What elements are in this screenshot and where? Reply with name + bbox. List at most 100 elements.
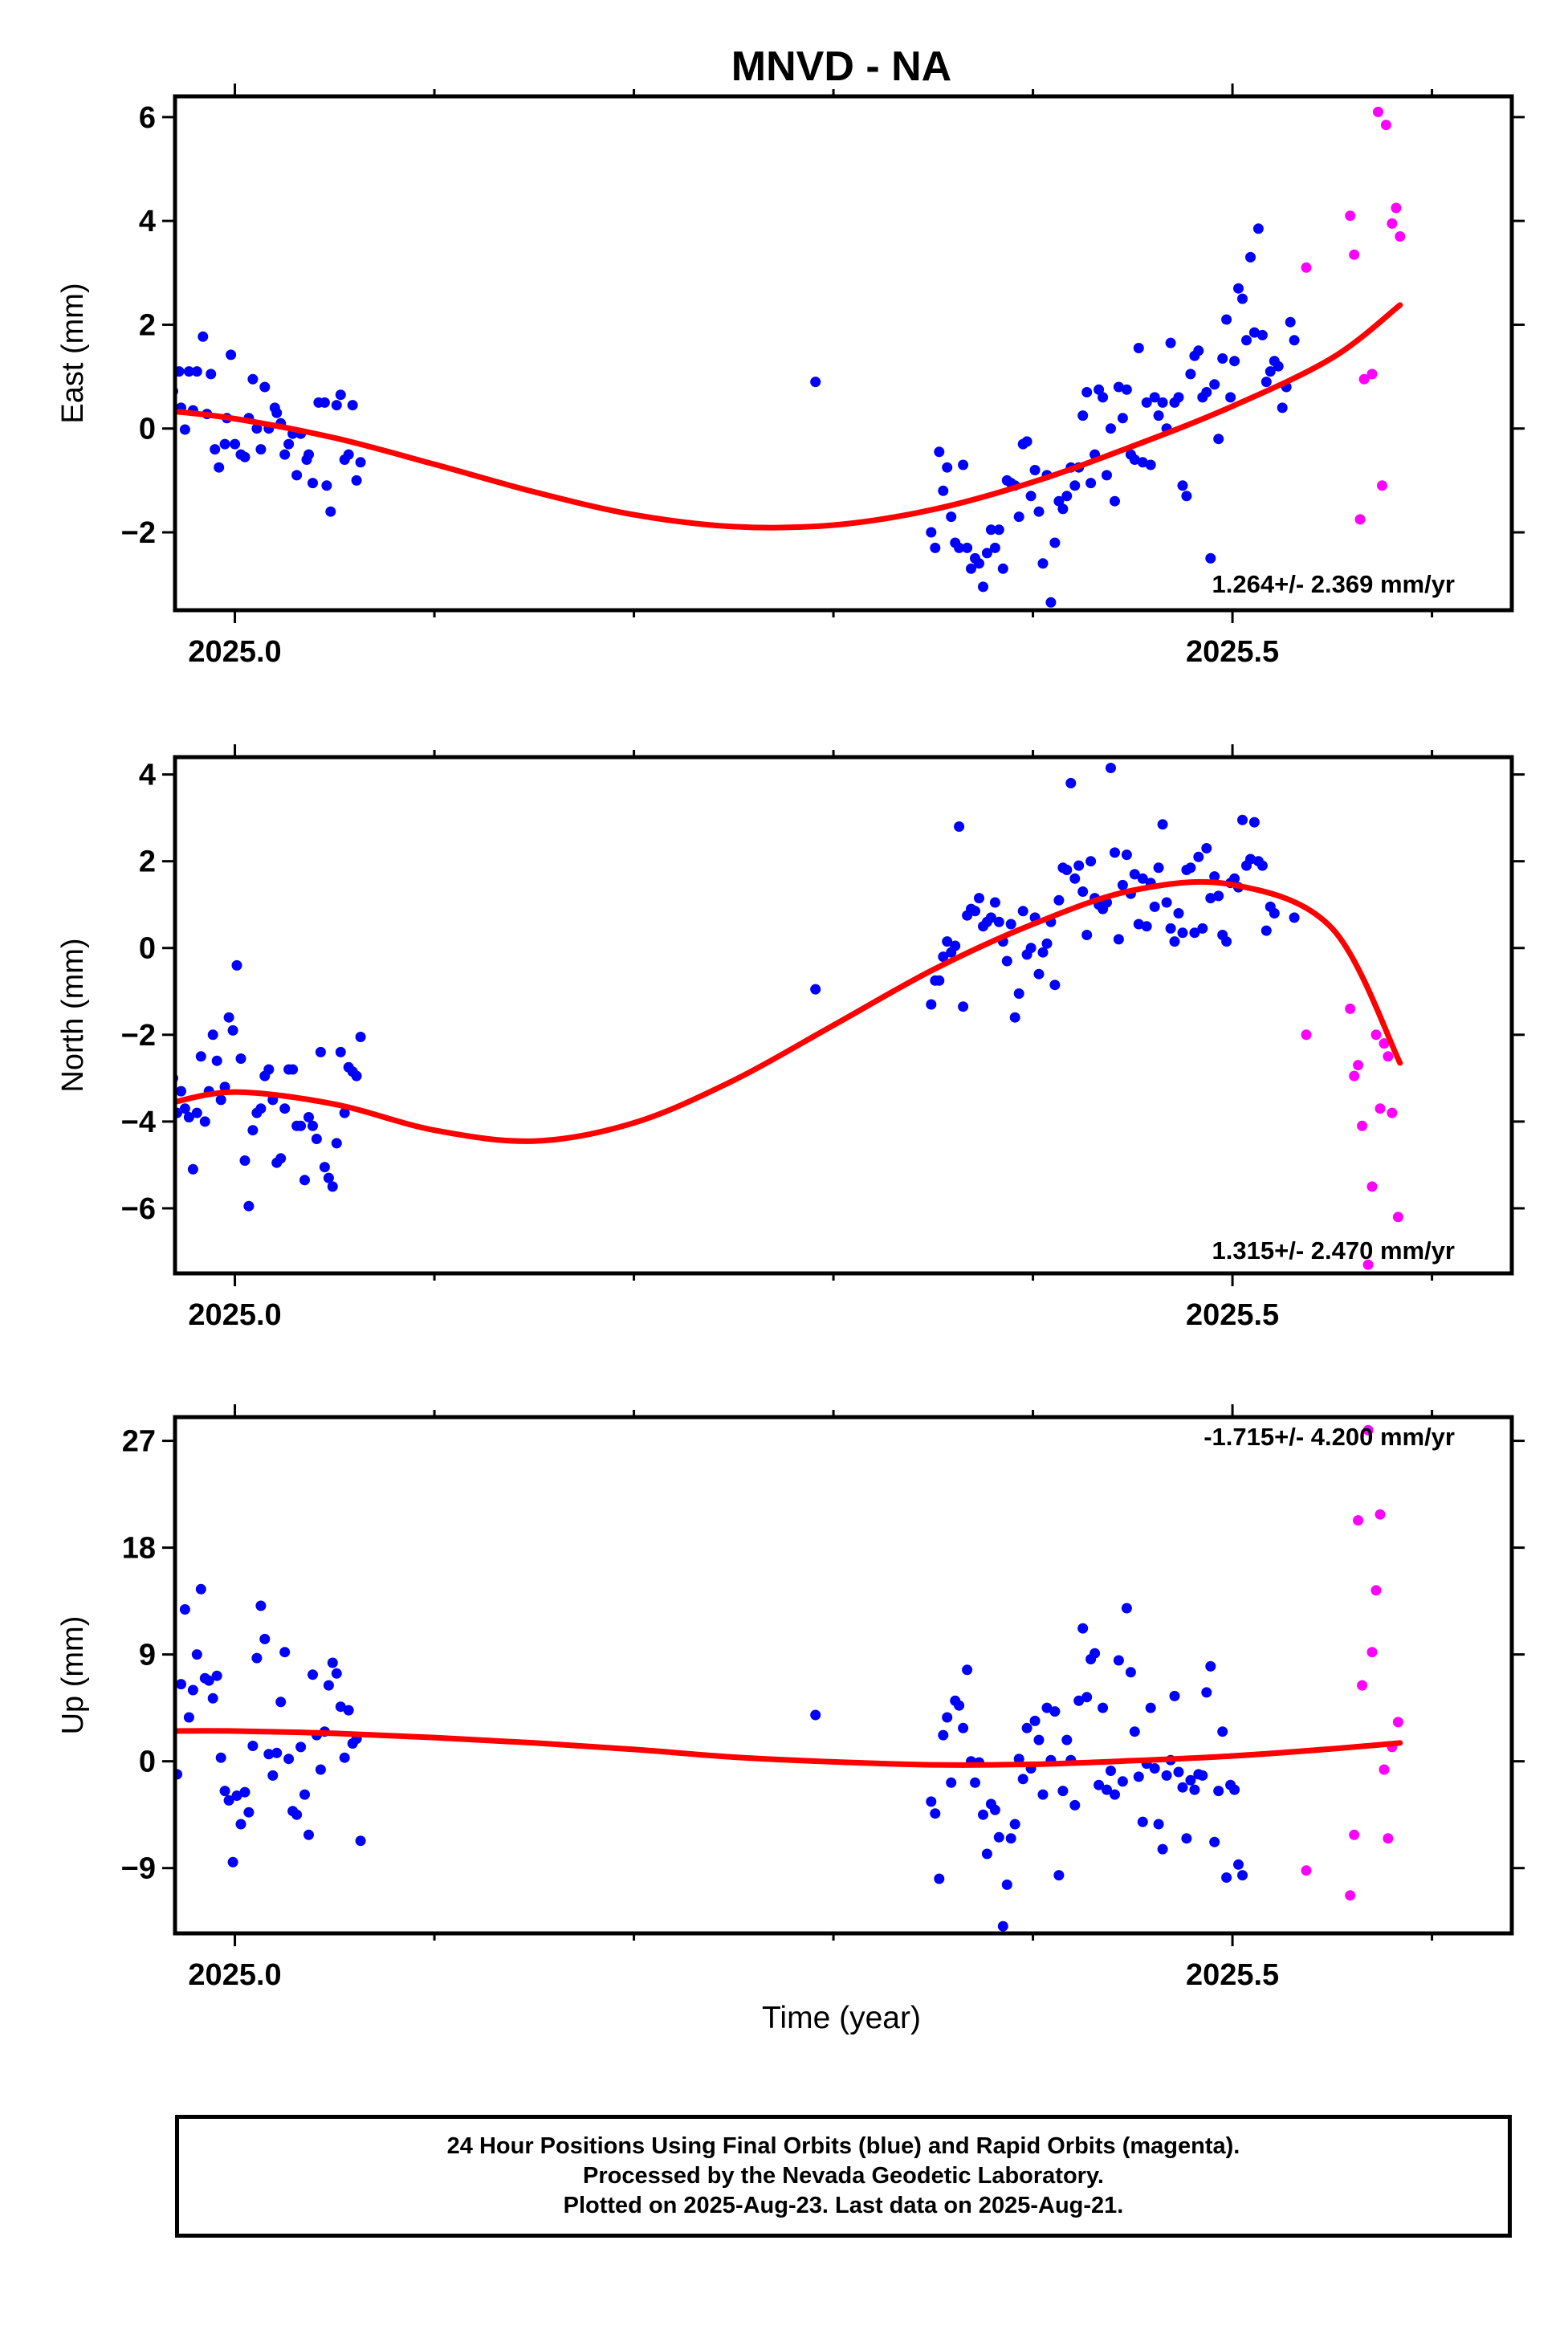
final-orbit-point (1094, 1779, 1105, 1790)
final-orbit-point (970, 906, 980, 917)
final-orbit-point (997, 563, 1008, 574)
final-orbit-point (230, 438, 241, 450)
final-orbit-point (251, 423, 263, 434)
final-orbit-point (1094, 384, 1105, 395)
final-orbit-point (1197, 923, 1208, 934)
final-orbit-point (1037, 947, 1049, 958)
rapid-orbit-point (1366, 369, 1378, 380)
x-axis-label: Time (year) (762, 2001, 921, 2035)
final-orbit-point (311, 1134, 322, 1144)
final-orbit-point (187, 1684, 198, 1696)
x-tick-label: 2025.5 (1186, 635, 1279, 669)
y-tick-label: 4 (139, 759, 156, 792)
y-tick-label: −2 (121, 1019, 156, 1053)
final-orbit-point (323, 1172, 334, 1183)
final-orbit-point (1137, 873, 1148, 884)
final-orbit-point (1252, 223, 1264, 234)
final-orbit-point (227, 1856, 238, 1868)
rapid-orbit-point (1366, 1181, 1378, 1192)
final-orbit-point (1137, 457, 1148, 468)
final-orbit-point (926, 999, 937, 1010)
final-orbit-point (219, 1786, 230, 1797)
y-tick-label: 2 (139, 845, 156, 879)
footer-line: Processed by the Nevada Geodetic Laborat… (583, 2163, 1104, 2189)
final-orbit-point (339, 1107, 350, 1118)
final-orbit-point (966, 563, 976, 574)
final-orbit-point (1110, 495, 1120, 507)
final-orbit-point (1177, 480, 1188, 491)
final-orbit-point (1110, 1789, 1120, 1800)
final-orbit-point (1229, 1784, 1240, 1795)
final-orbit-point (1189, 927, 1200, 939)
final-orbit-point (1157, 819, 1168, 830)
final-orbit-point (1229, 873, 1240, 884)
rapid-orbit-point (1362, 1424, 1374, 1436)
y-tick-label: 0 (139, 932, 156, 966)
final-orbit-point (327, 1181, 338, 1192)
final-orbit-point (1081, 930, 1093, 940)
final-orbit-point (183, 1712, 194, 1723)
final-orbit-point (1041, 938, 1053, 949)
final-orbit-point (183, 366, 194, 377)
final-orbit-point (195, 1051, 206, 1062)
final-orbit-point (1153, 862, 1164, 874)
final-orbit-point (930, 1808, 941, 1819)
final-orbit-point (1113, 381, 1124, 393)
final-orbit-point (1165, 923, 1176, 934)
final-orbit-point (1013, 988, 1024, 999)
final-orbit-point (1013, 1754, 1024, 1765)
final-orbit-point (1245, 251, 1256, 263)
final-orbit-point (1049, 980, 1061, 991)
final-orbit-point (287, 1064, 299, 1075)
final-orbit-point (291, 1809, 303, 1820)
final-orbit-point (1149, 901, 1160, 912)
footer-box: 24 Hour Positions Using Final Orbits (bl… (175, 2115, 1512, 2238)
rapid-orbit-point (1349, 1829, 1360, 1840)
final-orbit-point (1065, 777, 1077, 788)
final-orbit-point (1033, 1734, 1045, 1745)
final-orbit-point (1185, 1774, 1196, 1786)
final-orbit-point (279, 1103, 291, 1114)
final-orbit-point (231, 1790, 242, 1801)
final-orbit-point (1213, 1786, 1224, 1797)
final-orbit-point (1256, 329, 1268, 340)
final-orbit-point (191, 366, 202, 377)
final-orbit-point (993, 1831, 1004, 1843)
final-orbit-point (263, 1749, 275, 1760)
final-orbit-point (1221, 936, 1232, 947)
rapid-orbit-point (1375, 1509, 1386, 1520)
fit-curve (175, 878, 1403, 1144)
final-orbit-point (1141, 397, 1152, 408)
final-orbit-point (1001, 1879, 1012, 1890)
final-orbit-point (1209, 379, 1220, 390)
final-orbit-point (1185, 862, 1196, 874)
final-orbit-point (283, 1754, 295, 1765)
final-orbit-point (247, 1125, 259, 1136)
final-orbit-point (1005, 919, 1016, 930)
final-orbit-point (1098, 392, 1109, 403)
rapid-orbit-point (1301, 1029, 1312, 1041)
final-orbit-point (247, 373, 259, 385)
final-orbit-point (223, 1794, 234, 1806)
rapid-orbit-point (1349, 1070, 1360, 1081)
final-orbit-point (1106, 763, 1116, 773)
final-orbit-point (275, 1153, 287, 1164)
rapid-orbit-point (1353, 1515, 1364, 1526)
final-orbit-point (243, 1807, 255, 1818)
final-orbit-point (1117, 1776, 1128, 1787)
final-orbit-point (950, 940, 961, 951)
final-orbit-point (993, 524, 1004, 536)
final-orbit-point (1106, 1766, 1116, 1776)
final-orbit-point (1237, 1870, 1248, 1881)
final-orbit-point (164, 383, 174, 393)
final-orbit-point (1173, 392, 1184, 403)
final-orbit-point (978, 1809, 988, 1820)
fit-curve (175, 1728, 1403, 1768)
final-orbit-point (335, 1701, 346, 1713)
final-orbit-point (1165, 337, 1176, 348)
final-orbit-point (1005, 1833, 1016, 1844)
final-orbit-point (1081, 387, 1093, 397)
final-orbit-point (351, 1070, 362, 1081)
final-orbit-point (1121, 1603, 1132, 1614)
